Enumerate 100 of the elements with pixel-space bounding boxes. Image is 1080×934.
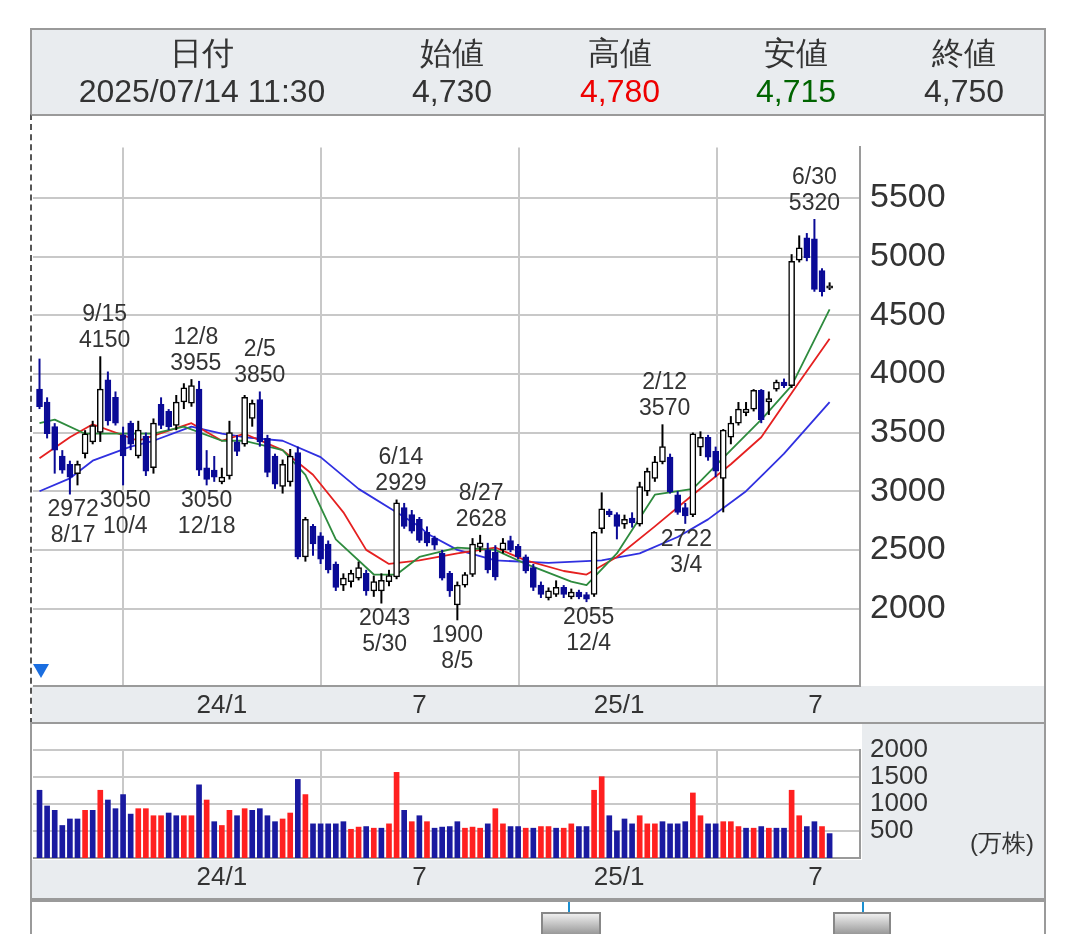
candlestick <box>727 415 735 446</box>
x-tick-label: 24/1 <box>196 688 248 719</box>
bar <box>158 815 164 858</box>
candlestick <box>127 419 135 452</box>
candlestick <box>446 570 454 598</box>
bar <box>348 828 354 858</box>
bar <box>82 809 88 858</box>
x-tick-label: 24/1 <box>196 860 248 891</box>
y-tick-label: 4500 <box>870 293 946 332</box>
bar <box>462 827 468 858</box>
bar <box>408 821 415 858</box>
annotation: 12/8 3955 <box>170 322 222 375</box>
candlestick <box>484 541 492 575</box>
bar <box>446 826 453 858</box>
x-tick-label: 25/1 <box>593 688 645 719</box>
text: 終値 <box>931 34 997 72</box>
x-tick-label: 7 <box>808 688 823 719</box>
text: 4,730 <box>410 72 494 110</box>
annotation: 1900 8/5 <box>431 621 483 674</box>
bar <box>89 809 96 858</box>
candlestick <box>423 525 431 548</box>
bar <box>257 808 263 858</box>
candlestick <box>309 523 317 557</box>
annotation: 2043 5/30 <box>359 604 411 657</box>
bar <box>781 827 787 858</box>
bar <box>598 776 605 858</box>
bar <box>135 808 142 858</box>
bar <box>690 792 696 858</box>
bar <box>44 805 50 858</box>
candlestick <box>332 560 340 592</box>
candlestick <box>81 429 89 460</box>
y-tick-label: 500 <box>870 814 914 845</box>
text: 2025/07/14 11:30 <box>77 72 327 110</box>
bar <box>181 815 187 858</box>
bar <box>758 826 765 858</box>
bar <box>803 826 810 858</box>
bar <box>424 821 430 858</box>
candlestick <box>324 539 332 575</box>
bar <box>819 826 825 858</box>
x-tick-label: 7 <box>412 688 427 719</box>
text: 高値 <box>587 34 653 72</box>
bar <box>370 827 377 858</box>
y-tick-label: 2500 <box>870 528 946 567</box>
candlestick <box>651 455 659 483</box>
bar <box>629 823 635 858</box>
bar <box>249 809 256 858</box>
candlestick <box>803 232 811 263</box>
candlestick <box>400 501 408 530</box>
text: 4,750 <box>922 72 1006 110</box>
bar <box>796 815 803 858</box>
bar <box>515 826 521 858</box>
annotation: 3050 12/18 <box>177 486 236 539</box>
x-tick-label: 7 <box>808 860 823 891</box>
bar <box>211 821 218 858</box>
bar <box>120 794 126 858</box>
candlestick <box>134 419 142 460</box>
bar <box>219 825 225 858</box>
bar <box>606 815 613 858</box>
y-tick-label: 4000 <box>870 352 946 391</box>
x-tick-label: 7 <box>412 860 427 891</box>
bar <box>500 823 506 858</box>
candlestick <box>248 398 256 428</box>
bar <box>484 823 491 858</box>
bar <box>143 808 149 858</box>
bar <box>105 799 111 858</box>
bar <box>272 821 278 858</box>
bar <box>477 827 483 858</box>
annotation: 9/15 4150 <box>79 300 131 353</box>
bar <box>530 827 537 858</box>
y-tick-label: 3500 <box>870 410 946 449</box>
bar <box>652 823 658 858</box>
y-tick-label: 5000 <box>870 234 946 273</box>
candlestick <box>362 568 370 597</box>
candlestick <box>210 455 218 483</box>
y-tick-label: 2000 <box>870 586 946 625</box>
bar <box>743 827 749 858</box>
bar <box>401 809 407 858</box>
candlestick <box>370 574 378 598</box>
candlestick <box>233 433 241 458</box>
bar <box>682 821 689 858</box>
bar <box>325 823 332 858</box>
annotation: 3050 10/4 <box>99 486 151 539</box>
y-tick-label: 5500 <box>870 176 946 215</box>
bar <box>310 823 316 858</box>
bar <box>332 823 339 858</box>
candlestick <box>172 393 180 432</box>
bar <box>67 818 73 858</box>
annotation: 2055 12/4 <box>563 602 615 655</box>
bar <box>614 830 620 858</box>
annotation: 6/14 2929 <box>375 443 427 496</box>
candlestick <box>818 267 826 298</box>
candlestick <box>408 508 416 535</box>
candlestick <box>180 382 188 411</box>
bar <box>553 827 559 858</box>
annotation: 2972 8/17 <box>47 495 99 548</box>
candlestick <box>119 425 127 487</box>
bar <box>576 826 582 858</box>
candlestick <box>681 501 689 525</box>
bar <box>196 784 202 858</box>
candlestick <box>704 433 712 462</box>
